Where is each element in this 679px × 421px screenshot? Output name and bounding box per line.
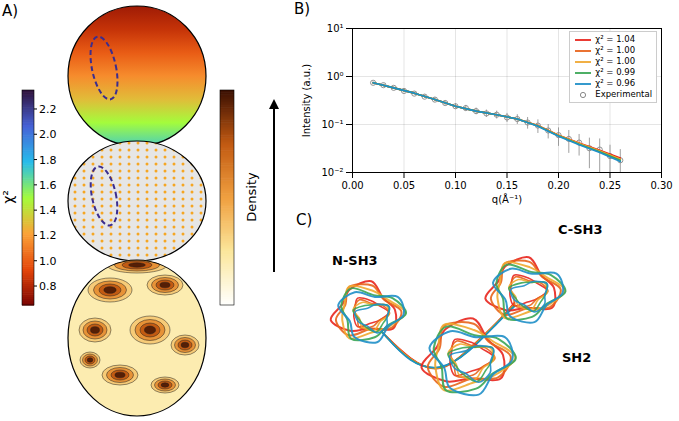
svg-text:Intensity (a.u.): Intensity (a.u.): [301, 64, 312, 137]
svg-text:0.25: 0.25: [599, 180, 621, 191]
svg-text:10⁰: 10⁰: [327, 71, 344, 82]
html-text:Experimental: Experimental: [595, 89, 652, 99]
html-text:χ² = 0.96: χ² = 0.96: [595, 78, 636, 88]
svg-text:1.0: 1.0: [39, 255, 57, 268]
html-text:χ² = 0.99: χ² = 0.99: [595, 67, 636, 77]
svg-text:C-SH3: C-SH3: [558, 222, 603, 237]
svg-text:SH2: SH2: [562, 350, 591, 365]
svg-text:0.8: 0.8: [39, 280, 57, 293]
svg-text:0.20: 0.20: [547, 180, 569, 191]
svg-text:1.2: 1.2: [39, 229, 57, 242]
html-text:χ² = 1.00: χ² = 1.00: [595, 45, 636, 55]
html-text:B): B): [294, 0, 311, 18]
svg-text:χ²: χ²: [0, 190, 16, 204]
svg-text:0.15: 0.15: [496, 180, 518, 191]
svg-text:A): A): [2, 2, 18, 20]
svg-text:2.2: 2.2: [39, 103, 57, 116]
svg-text:10¹: 10¹: [327, 23, 344, 34]
svg-text:Density: Density: [244, 172, 259, 222]
svg-text:1.4: 1.4: [39, 204, 57, 217]
svg-text:q(Å⁻¹): q(Å⁻¹): [492, 193, 522, 205]
svg-text:0.00: 0.00: [341, 180, 363, 191]
html-text:χ² = 1.00: χ² = 1.00: [595, 56, 636, 66]
svg-text:1.6: 1.6: [39, 179, 57, 192]
html-text:χ² = 1.04: χ² = 1.04: [595, 34, 636, 44]
svg-text:N-SH3: N-SH3: [332, 253, 378, 268]
svg-text:0.10: 0.10: [444, 180, 466, 191]
svg-text:0.05: 0.05: [393, 180, 415, 191]
svg-text:0.30: 0.30: [650, 180, 672, 191]
svg-text:10⁻²: 10⁻²: [321, 167, 343, 178]
svg-text:10⁻¹: 10⁻¹: [321, 119, 343, 130]
svg-text:1.8: 1.8: [39, 154, 57, 167]
svg-text:2.0: 2.0: [39, 128, 57, 141]
svg-text:C): C): [296, 211, 312, 229]
